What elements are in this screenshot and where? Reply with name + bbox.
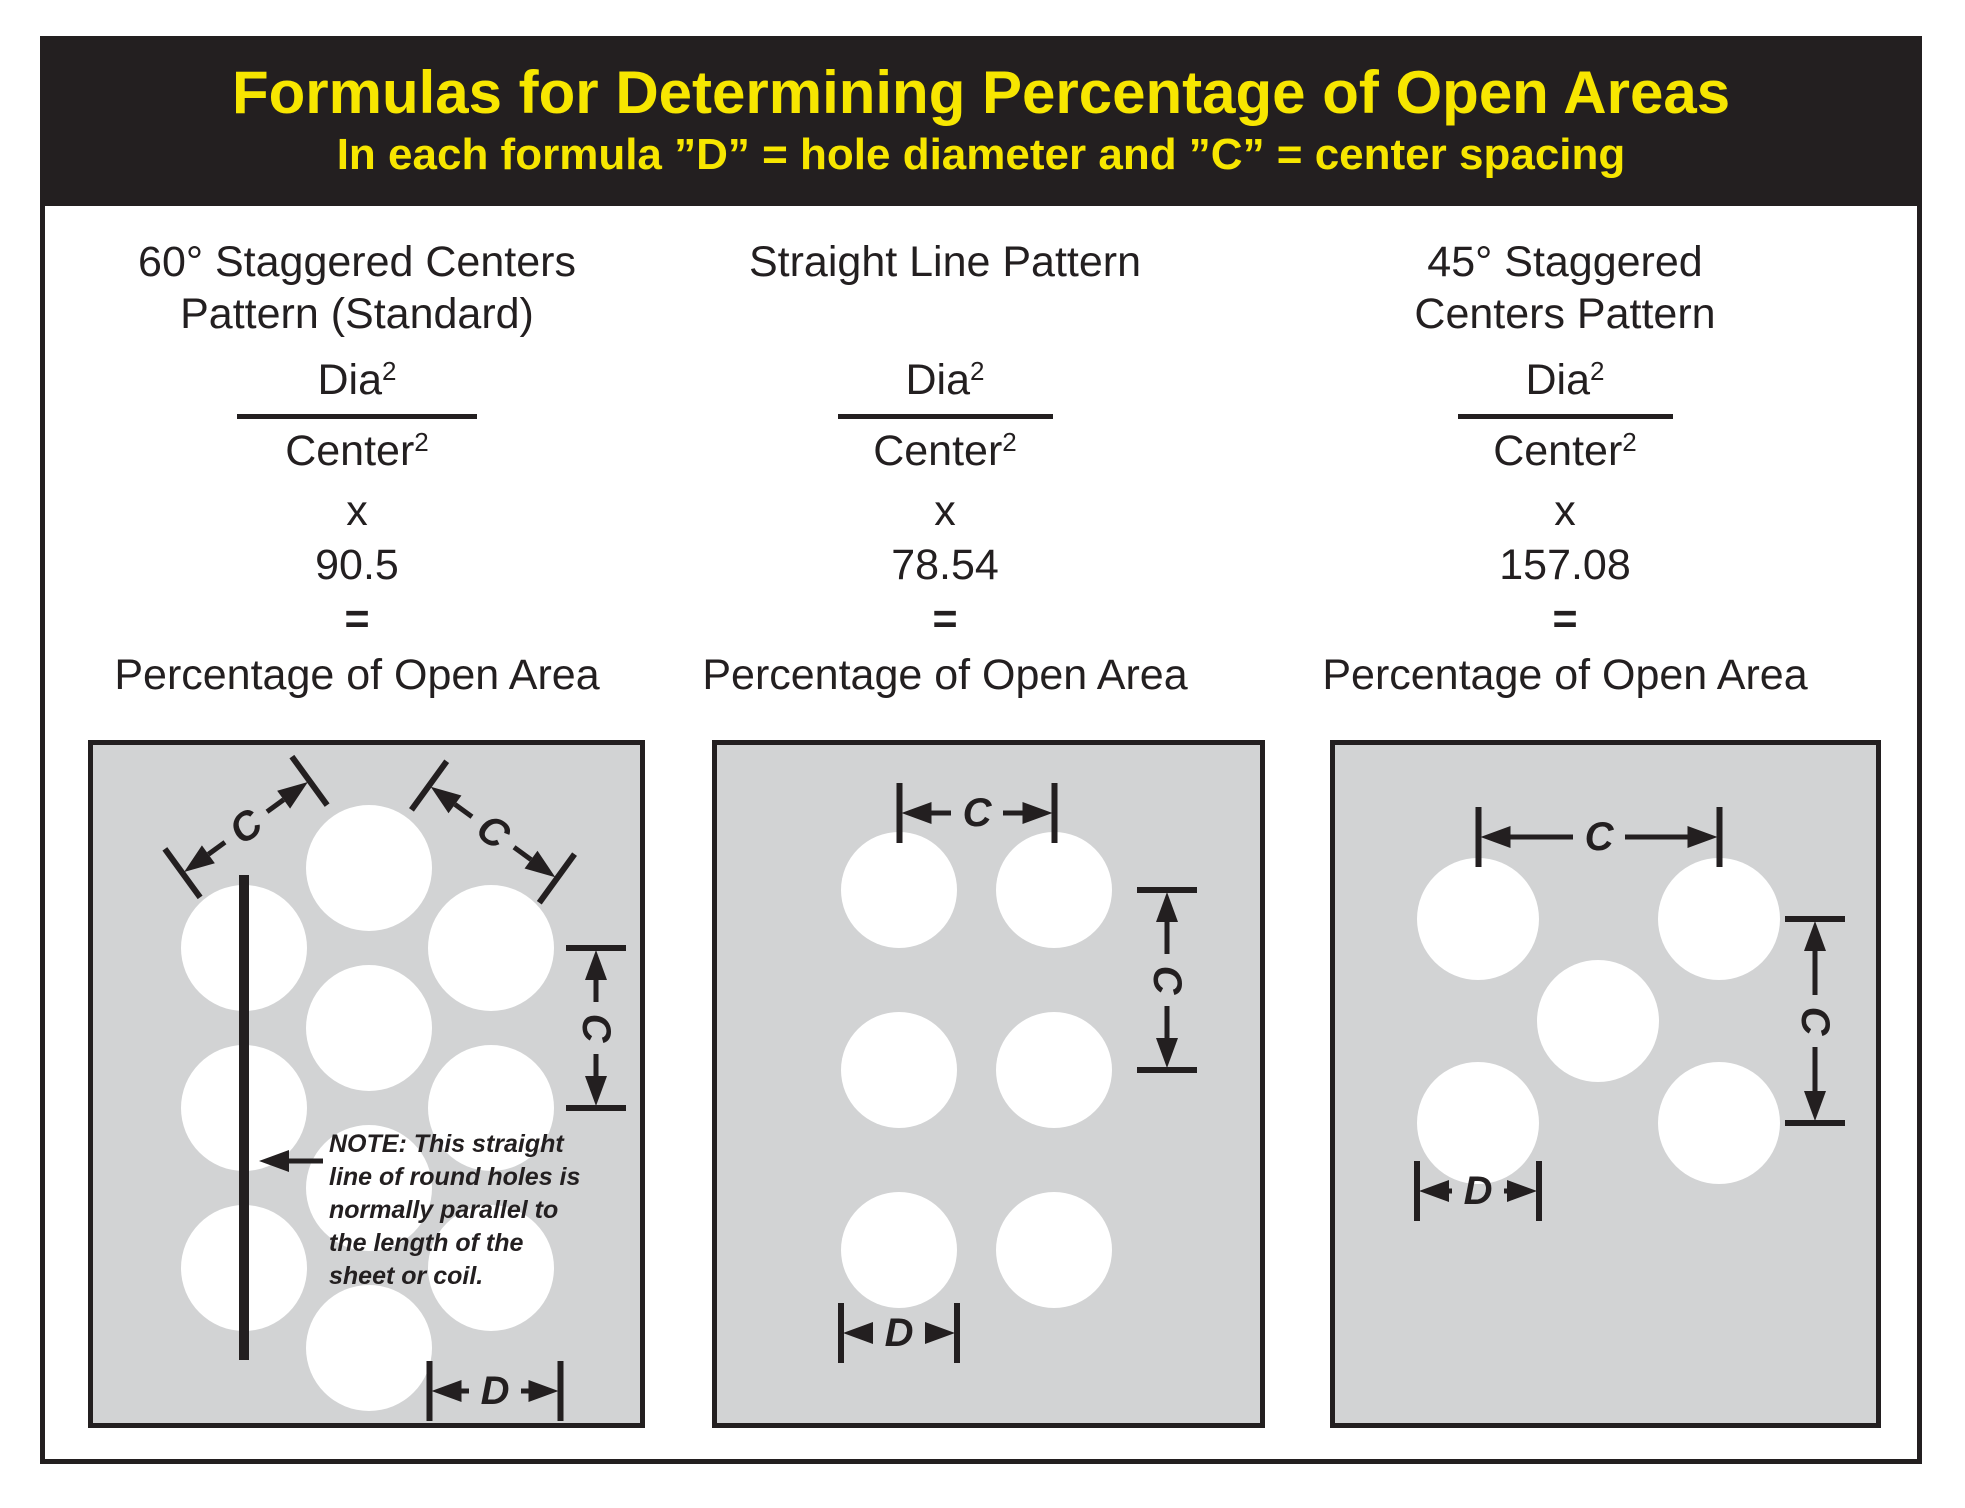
- dim-center-spacing-vertical: C: [566, 945, 626, 1111]
- formula-result: Percentage of Open Area: [1322, 651, 1808, 699]
- dim-hole-diameter: D: [426, 1361, 564, 1421]
- svg-text:C: C: [221, 800, 271, 853]
- note-text-line: NOTE: This straight: [329, 1130, 565, 1158]
- formula-column-60-staggered: 60° Staggered Centers Pattern (Standard)…: [57, 236, 657, 701]
- hole-circle: [996, 832, 1112, 948]
- diagram-60-staggered: C C C D NOTE: This straight line of roun…: [88, 740, 645, 1428]
- page-title: Formulas for Determining Percentage of O…: [231, 59, 1731, 126]
- note-pointer-arrow-icon: [259, 1150, 289, 1172]
- svg-text:C: C: [468, 806, 518, 859]
- svg-text:C: C: [1585, 815, 1615, 859]
- pattern-title-line1: 45° Staggered: [1427, 238, 1703, 286]
- hole-circle: [1417, 858, 1539, 980]
- hole-circle: [428, 1205, 554, 1331]
- hole-circle: [841, 832, 957, 948]
- hole-circle: [841, 1012, 957, 1128]
- equals-sign: =: [1552, 595, 1578, 643]
- dim-center-spacing-horizontal: C: [1475, 807, 1723, 867]
- hole-circle: [306, 805, 432, 931]
- hole-circle: [428, 1045, 554, 1171]
- dim-center-spacing-horizontal: C: [896, 783, 1058, 843]
- multiplier-value: 157.08: [1499, 541, 1631, 589]
- formula-result: Percentage of Open Area: [702, 651, 1188, 699]
- hole-circle: [306, 1125, 432, 1251]
- hole-circle: [1417, 1062, 1539, 1184]
- svg-text:C: C: [574, 1014, 618, 1044]
- svg-text:C: C: [963, 791, 993, 835]
- fraction-denominator: Center2: [1493, 427, 1637, 475]
- fraction-numerator: Dia2: [317, 356, 397, 404]
- dim-center-spacing-diagonal-right: C: [409, 759, 577, 905]
- header-bar: Formulas for Determining Percentage of O…: [40, 36, 1922, 206]
- fraction-bar: [237, 414, 477, 419]
- formula-result: Percentage of Open Area: [114, 651, 600, 699]
- note-text-line: sheet or coil.: [329, 1262, 483, 1290]
- pattern-title: Straight Line Pattern: [645, 236, 1245, 340]
- hole-circle: [306, 1285, 432, 1411]
- svg-text:C: C: [1145, 966, 1189, 996]
- formula-column-straight-line: Straight Line Pattern Dia2 Center2 x 78.…: [645, 236, 1245, 701]
- hole-circle: [996, 1192, 1112, 1308]
- fraction-bar: [1457, 414, 1673, 419]
- diagram-45-staggered: C C D: [1330, 740, 1881, 1428]
- multiplier-value: 78.54: [891, 541, 999, 589]
- equals-sign: =: [344, 595, 370, 643]
- pattern-title: 60° Staggered Centers Pattern (Standard): [57, 236, 657, 340]
- hole-circle: [996, 1012, 1112, 1128]
- diagram-straight-line: C C D: [712, 740, 1265, 1428]
- equals-sign: =: [932, 595, 958, 643]
- multiply-sign: x: [1554, 487, 1576, 535]
- svg-text:D: D: [1464, 1169, 1493, 1213]
- page-subtitle: In each formula ”D” = hole diameter and …: [336, 130, 1626, 179]
- note-text-line: line of round holes is: [329, 1163, 581, 1191]
- fraction-numerator: Dia2: [1525, 356, 1605, 404]
- multiply-sign: x: [934, 487, 956, 535]
- hole-circle: [841, 1192, 957, 1308]
- diagram-60-svg: C C C D NOTE: This straight line of roun…: [162, 754, 626, 1421]
- note-text-line: normally parallel to: [329, 1196, 558, 1224]
- svg-text:C: C: [1793, 1007, 1837, 1037]
- pattern-title-line2: Centers Pattern: [1414, 290, 1716, 338]
- pattern-title-line1: 60° Staggered Centers: [138, 238, 576, 286]
- fraction-bar: [837, 414, 1053, 419]
- formula-fraction: Dia2 Center2: [645, 354, 1245, 477]
- note-text-line: the length of the: [329, 1229, 524, 1257]
- fraction-numerator: Dia2: [905, 356, 985, 404]
- multiply-sign: x: [346, 487, 368, 535]
- multiplier-value: 90.5: [315, 541, 399, 589]
- hole-circle: [306, 965, 432, 1091]
- diagram-straight-svg: C C D: [838, 783, 1197, 1363]
- hole-circle: [428, 885, 554, 1011]
- formula-fraction: Dia2 Center2: [57, 354, 657, 477]
- pattern-title-line2: Pattern (Standard): [180, 290, 534, 338]
- fraction-denominator: Center2: [285, 427, 429, 475]
- dim-center-spacing-vertical: C: [1137, 887, 1197, 1073]
- svg-text:D: D: [885, 1311, 914, 1355]
- diagram-45-svg: C C D: [1414, 807, 1845, 1221]
- pattern-title: 45° Staggered Centers Pattern: [1265, 236, 1865, 340]
- svg-text:D: D: [481, 1369, 510, 1413]
- hole-circle: [1537, 960, 1659, 1082]
- fraction-denominator: Center2: [873, 427, 1017, 475]
- hole-circle: [1658, 1062, 1780, 1184]
- dim-hole-diameter: D: [1414, 1161, 1542, 1221]
- pattern-title-line2: Straight Line Pattern: [748, 238, 1142, 286]
- dim-hole-diameter: D: [838, 1303, 960, 1363]
- dim-center-spacing-vertical: C: [1785, 916, 1845, 1126]
- formula-column-45-staggered: 45° Staggered Centers Pattern Dia2 Cente…: [1265, 236, 1865, 701]
- formula-fraction: Dia2 Center2: [1265, 354, 1865, 477]
- hole-circle: [1658, 858, 1780, 980]
